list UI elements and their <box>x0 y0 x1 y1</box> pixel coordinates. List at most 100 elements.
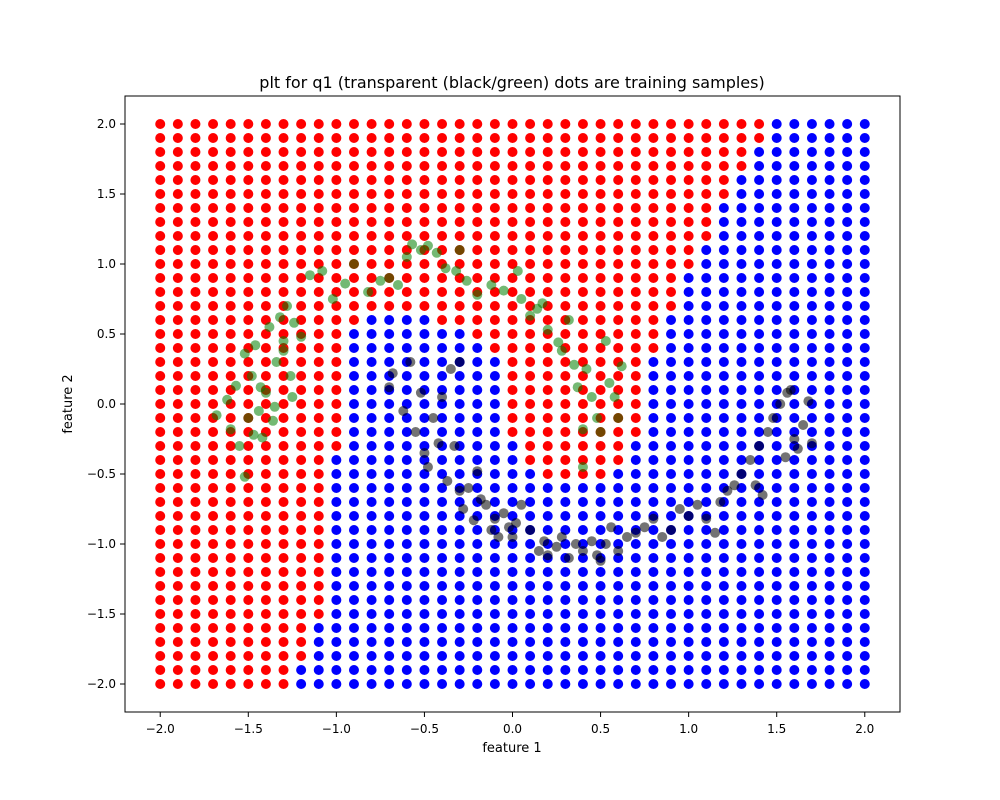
grid-point-blue <box>754 147 765 157</box>
grid-point-red <box>155 581 166 591</box>
grid-point-blue <box>736 441 747 451</box>
grid-point-red <box>560 427 571 437</box>
grid-point-blue <box>789 427 800 437</box>
grid-point-red <box>260 455 271 465</box>
grid-point-blue <box>366 413 377 423</box>
grid-point-red <box>437 287 448 297</box>
grid-point-blue <box>666 357 677 367</box>
grid-point-blue <box>542 483 553 493</box>
grid-point-red <box>296 217 307 227</box>
grid-point-blue <box>666 329 677 339</box>
grid-point-red <box>542 315 553 325</box>
grid-point-red <box>577 455 588 465</box>
grid-point-blue <box>419 315 430 325</box>
grid-point-red <box>437 301 448 311</box>
grid-point-blue <box>806 483 817 493</box>
grid-point-red <box>384 133 395 143</box>
grid-point-red <box>208 175 219 185</box>
grid-point-red <box>348 217 359 227</box>
grid-point-red <box>401 161 412 171</box>
training-point-green <box>234 441 245 451</box>
training-point-black <box>606 522 617 533</box>
grid-point-blue <box>666 427 677 437</box>
grid-point-blue <box>771 567 782 577</box>
grid-point-red <box>718 161 729 171</box>
grid-point-red <box>525 189 536 199</box>
grid-point-red <box>525 161 536 171</box>
grid-point-blue <box>489 595 500 605</box>
grid-point-blue <box>366 553 377 563</box>
grid-point-blue <box>560 483 571 493</box>
training-point-black <box>398 406 409 416</box>
grid-point-red <box>331 161 342 171</box>
grid-point-red <box>595 385 606 395</box>
grid-point-red <box>190 273 201 283</box>
grid-point-blue <box>331 595 342 605</box>
grid-point-red <box>155 133 166 143</box>
training-point-black <box>762 427 773 437</box>
grid-point-blue <box>842 399 853 409</box>
grid-point-blue <box>806 371 817 381</box>
grid-point-blue <box>859 413 870 423</box>
grid-point-blue <box>525 469 536 479</box>
grid-point-red <box>225 595 236 605</box>
grid-point-red <box>507 259 518 269</box>
grid-point-red <box>701 217 712 227</box>
training-point-green <box>604 378 615 388</box>
grid-point-red <box>172 637 183 647</box>
grid-point-red <box>190 203 201 213</box>
grid-point-blue <box>630 665 641 675</box>
grid-point-red <box>313 399 324 409</box>
grid-point-blue <box>401 371 412 381</box>
grid-point-red <box>278 595 289 605</box>
grid-point-red <box>172 679 183 689</box>
grid-point-blue <box>718 259 729 269</box>
grid-point-blue <box>525 539 536 549</box>
grid-point-blue <box>489 413 500 423</box>
grid-point-red <box>260 259 271 269</box>
grid-point-blue <box>419 511 430 521</box>
grid-point-red <box>278 525 289 535</box>
grid-point-blue <box>842 623 853 633</box>
grid-point-blue <box>437 497 448 507</box>
grid-point-red <box>155 455 166 465</box>
grid-point-blue <box>384 497 395 507</box>
grid-point-blue <box>771 217 782 227</box>
grid-point-blue <box>718 413 729 423</box>
grid-point-red <box>190 595 201 605</box>
grid-point-red <box>472 203 483 213</box>
grid-point-blue <box>472 427 483 437</box>
training-point-black <box>498 508 509 519</box>
grid-point-blue <box>736 231 747 241</box>
training-point-black <box>648 513 659 524</box>
grid-point-blue <box>401 329 412 339</box>
grid-point-red <box>472 161 483 171</box>
grid-point-blue <box>736 399 747 409</box>
grid-point-blue <box>630 441 641 451</box>
y-tick-label: 1.5 <box>97 187 116 201</box>
grid-point-red <box>489 301 500 311</box>
grid-point-red <box>155 623 166 633</box>
training-point-green <box>542 324 553 335</box>
grid-point-red <box>208 231 219 241</box>
grid-point-red <box>172 273 183 283</box>
grid-point-blue <box>736 539 747 549</box>
grid-point-blue <box>577 651 588 661</box>
grid-point-red <box>648 245 659 255</box>
training-point-black <box>563 553 574 563</box>
grid-point-red <box>172 455 183 465</box>
training-point-black <box>454 357 465 367</box>
grid-point-red <box>630 259 641 269</box>
grid-point-red <box>648 301 659 311</box>
grid-point-red <box>718 147 729 157</box>
grid-point-blue <box>789 161 800 171</box>
grid-point-blue <box>806 455 817 465</box>
grid-point-red <box>208 539 219 549</box>
grid-point-blue <box>542 581 553 591</box>
grid-point-blue <box>683 371 694 381</box>
grid-point-blue <box>789 553 800 563</box>
grid-point-blue <box>507 623 518 633</box>
grid-point-blue <box>824 231 835 241</box>
grid-point-red <box>208 301 219 311</box>
grid-point-blue <box>806 161 817 171</box>
